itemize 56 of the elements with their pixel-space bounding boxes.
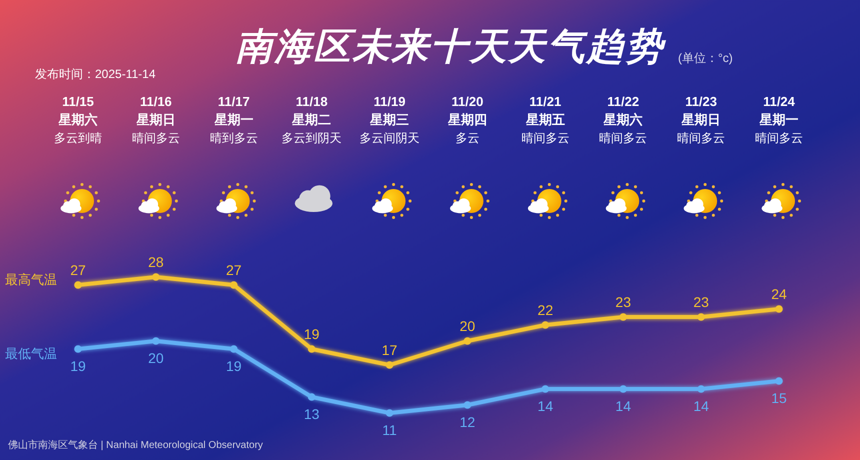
data-label: 20 bbox=[148, 350, 164, 366]
data-label: 24 bbox=[771, 286, 787, 302]
point bbox=[542, 385, 550, 393]
point bbox=[386, 361, 394, 369]
x-tick-label: 11/16星期日晴间多云 bbox=[132, 94, 180, 145]
x-tick-label: 11/19星期三多云间阴天 bbox=[360, 94, 420, 145]
data-label: 19 bbox=[70, 358, 86, 374]
data-label: 11 bbox=[382, 422, 398, 438]
data-label: 27 bbox=[70, 262, 86, 278]
data-label: 23 bbox=[615, 294, 632, 310]
data-label: 23 bbox=[693, 294, 710, 310]
data-label: 28 bbox=[148, 254, 164, 270]
text: 佛山市南海区气象台 | Nanhai Meteorological Observatory bbox=[8, 439, 263, 451]
point bbox=[542, 321, 550, 329]
data-label: 19 bbox=[304, 326, 320, 342]
x-tick-label: 11/17星期一晴到多云 bbox=[210, 94, 258, 145]
data-label: 20 bbox=[460, 318, 476, 334]
point bbox=[775, 305, 783, 313]
point bbox=[74, 345, 82, 353]
point bbox=[697, 313, 705, 321]
point bbox=[697, 385, 705, 393]
data-label: 14 bbox=[615, 398, 632, 414]
point bbox=[775, 377, 783, 385]
text: 发布时间：2025-11-14 bbox=[35, 67, 156, 81]
x-tick-label: 11/21星期五晴间多云 bbox=[521, 94, 570, 145]
x-tick-label: 11/23星期日晴间多云 bbox=[677, 94, 726, 145]
data-label: 17 bbox=[382, 342, 398, 358]
series-label: 最低气温 bbox=[5, 346, 57, 361]
point bbox=[152, 337, 160, 345]
point bbox=[464, 401, 472, 409]
x-tick-label: 11/20星期四多云 bbox=[446, 94, 487, 145]
data-label: 27 bbox=[226, 262, 242, 278]
x-tick-label: 11/15星期六多云到晴 bbox=[54, 94, 102, 145]
chart-subtitle: (单位：°c) bbox=[678, 51, 733, 65]
chart-title: 南海区未来十天天气趋势 bbox=[236, 26, 666, 67]
x-tick-label: 11/24星期一晴间多云 bbox=[755, 94, 803, 145]
data-label: 14 bbox=[693, 398, 710, 414]
point bbox=[619, 313, 628, 321]
x-tick-label: 11/22星期六晴间多云 bbox=[599, 94, 648, 145]
data-label: 22 bbox=[538, 302, 554, 318]
point bbox=[308, 393, 316, 401]
point bbox=[619, 385, 628, 393]
point bbox=[152, 273, 160, 281]
data-label: 13 bbox=[304, 406, 320, 422]
x-tick-label: 11/18星期二多云到阴天 bbox=[282, 94, 342, 145]
data-label: 12 bbox=[460, 414, 476, 430]
point bbox=[230, 345, 238, 353]
data-label: 15 bbox=[771, 390, 787, 406]
point bbox=[386, 409, 394, 417]
point bbox=[230, 281, 238, 289]
point bbox=[464, 337, 472, 345]
data-label: 19 bbox=[226, 358, 242, 374]
data-label: 14 bbox=[538, 398, 554, 414]
point bbox=[74, 281, 82, 289]
series-label: 最高气温 bbox=[5, 272, 57, 287]
point bbox=[308, 345, 316, 353]
